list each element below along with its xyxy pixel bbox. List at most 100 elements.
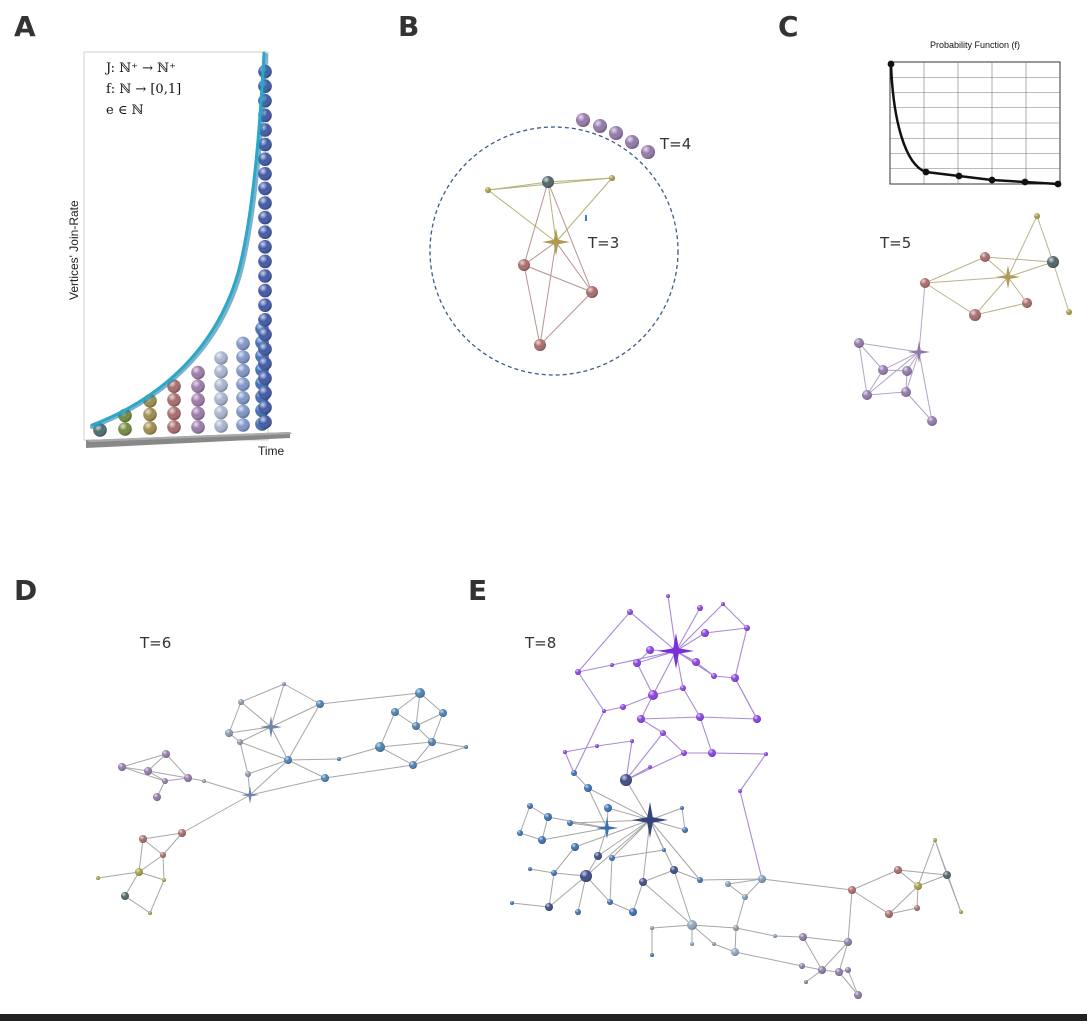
edge: [124, 895, 151, 914]
edge: [888, 885, 919, 915]
node-shade: [602, 709, 606, 713]
node: [848, 886, 856, 894]
join-ball: [143, 407, 157, 422]
node-shade: [214, 364, 228, 379]
node-shade: [214, 378, 228, 393]
node-shade: [528, 867, 532, 871]
edge: [675, 607, 701, 652]
node-shade: [517, 830, 523, 836]
panel-c: C Probability Function (f) T=5: [778, 10, 1072, 426]
node: [595, 744, 599, 748]
node: [337, 757, 341, 761]
join-ball: [191, 420, 205, 434]
edge: [596, 740, 633, 747]
panel-letter-e: E: [468, 574, 487, 607]
join-ball: [258, 327, 272, 342]
node-shade: [258, 356, 272, 371]
node-shade: [337, 757, 341, 761]
node-shade: [534, 339, 546, 351]
node-shade: [236, 336, 250, 351]
node-shade: [321, 774, 329, 782]
node: [464, 745, 468, 749]
node: [697, 877, 703, 883]
edge: [573, 710, 605, 774]
node: [527, 803, 533, 809]
node-shade: [571, 843, 579, 851]
node: [538, 836, 546, 844]
node-shade: [594, 852, 602, 860]
node-shade: [184, 774, 192, 782]
node: [687, 920, 697, 930]
node-shade: [670, 866, 678, 874]
edge: [239, 741, 289, 761]
node: [542, 176, 554, 188]
node-shade: [258, 167, 272, 181]
hub-star: [241, 786, 259, 804]
edge: [917, 874, 948, 887]
node-shade: [258, 298, 272, 313]
node-shade: [518, 259, 530, 271]
node: [914, 905, 920, 911]
join-ball: [236, 336, 250, 351]
node-shade: [258, 269, 272, 283]
edge: [1007, 261, 1054, 278]
node-shade: [118, 422, 132, 436]
panel-letter-d: D: [14, 574, 37, 607]
edge: [1036, 215, 1054, 263]
y-axis-label: Vertices' Join-Rate: [67, 200, 81, 300]
node: [551, 870, 557, 876]
t-label-4: T=4: [659, 135, 691, 153]
node-shade: [862, 390, 872, 400]
edge: [523, 181, 549, 266]
node-shade: [258, 371, 272, 386]
node-shade: [1022, 298, 1032, 308]
node-shade: [733, 925, 739, 931]
node: [630, 739, 634, 743]
node: [799, 963, 805, 969]
node-shade: [894, 866, 902, 874]
node-shade: [610, 663, 614, 667]
node-shade: [927, 416, 937, 426]
join-ball: [236, 418, 250, 432]
join-ball: [258, 240, 272, 254]
node: [580, 870, 592, 882]
node-shade: [586, 286, 598, 298]
node-shade: [238, 699, 244, 705]
node: [604, 804, 612, 812]
edge: [1052, 261, 1070, 313]
join-ball: [191, 365, 205, 380]
edge: [142, 832, 183, 840]
node-shade: [697, 605, 703, 611]
join-ball: [191, 379, 205, 394]
node-shade: [620, 704, 626, 710]
node-shade: [687, 920, 697, 930]
node-shade: [650, 926, 654, 930]
node-shade: [725, 881, 731, 887]
edge: [379, 741, 433, 748]
formula-probability: f: ℕ → [0,1]: [106, 82, 181, 97]
incoming-ball: [576, 113, 590, 127]
node-shade: [609, 126, 623, 140]
node: [818, 966, 826, 974]
node: [758, 875, 766, 883]
growth-curve: [90, 51, 266, 427]
node: [627, 609, 633, 615]
edge: [851, 889, 890, 915]
edge: [523, 264, 541, 346]
node-shade: [258, 327, 272, 342]
node: [571, 770, 577, 776]
edge: [412, 741, 433, 766]
node-shade: [773, 934, 777, 938]
edge: [587, 787, 651, 821]
edge: [917, 839, 936, 887]
node: [637, 715, 645, 723]
node-shade: [660, 730, 666, 736]
join-ball: [258, 283, 272, 298]
edge: [851, 869, 899, 891]
base-platform-top: [86, 432, 292, 442]
edge: [574, 819, 651, 848]
join-ball: [236, 377, 250, 392]
node: [594, 852, 602, 860]
node-shade: [701, 629, 709, 637]
